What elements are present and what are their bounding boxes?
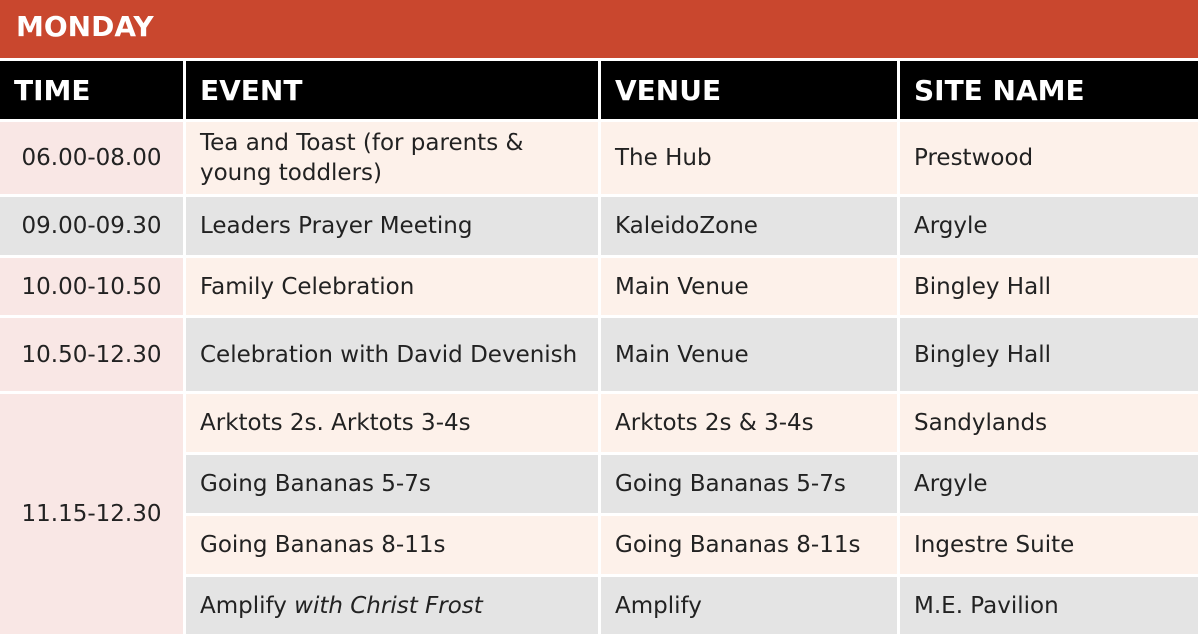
- venue-cell: Main Venue: [601, 318, 897, 391]
- time-cell: 09.00-09.30: [0, 197, 183, 255]
- schedule-row: 10.50-12.30 Celebration with David Deveni…: [0, 318, 1198, 391]
- event-cell: Leaders Prayer Meeting: [186, 197, 598, 255]
- event-text: Going Bananas 5-7s: [200, 471, 431, 497]
- event-cell: Tea and Toast (for parents & young toddl…: [186, 122, 598, 194]
- event-text: Going Bananas 8-11s: [200, 532, 446, 558]
- event-text: Tea and Toast (for parents & young toddl…: [200, 130, 524, 186]
- schedule-row: 10.00-10.50 Family Celebration Main Venue B…: [0, 258, 1198, 315]
- day-title: MONDAY: [0, 0, 1198, 58]
- site-cell: M.E. Pavilion: [900, 577, 1198, 634]
- site-cell: Argyle: [900, 455, 1198, 513]
- header-row: TIME EVENT VENUE SITE NAME: [0, 61, 1198, 119]
- column-header: TIME: [0, 61, 183, 119]
- event-text: Celebration with David Devenish: [200, 341, 578, 368]
- event-cell: Arktots 2s. Arktots 3-4s: [186, 394, 598, 452]
- table-body: 06.00-08.00 Tea and Toast (for parents & …: [0, 122, 1198, 634]
- site-cell: Prestwood: [900, 122, 1198, 194]
- event-cell: Going Bananas 8-11s: [186, 516, 598, 574]
- column-header: VENUE: [601, 61, 897, 119]
- venue-cell: Main Venue: [601, 258, 897, 315]
- event-cell: Going Bananas 5-7s: [186, 455, 598, 513]
- schedule-row: Going Bananas 5-7s Going Bananas 5-7s Argy…: [0, 455, 1198, 513]
- site-cell: Sandylands: [900, 394, 1198, 452]
- time-cell: 10.50-12.30: [0, 318, 183, 391]
- schedule-table: TIME EVENT VENUE SITE NAME 06.00-08.00 Tea a…: [0, 58, 1201, 637]
- time-cell: 11.15-12.30: [0, 394, 183, 634]
- event-text: Leaders Prayer Meeting: [200, 213, 473, 239]
- venue-cell: KaleidoZone: [601, 197, 897, 255]
- event-cell: Family Celebration: [186, 258, 598, 315]
- venue-cell: Going Bananas 5-7s: [601, 455, 897, 513]
- schedule-row: 09.00-09.30 Leaders Prayer Meeting Kaleido…: [0, 197, 1198, 255]
- event-text: Amplify: [200, 592, 287, 619]
- column-header: EVENT: [186, 61, 598, 119]
- site-cell: Bingley Hall: [900, 318, 1198, 391]
- event-italic-text: with Christ Frost: [294, 592, 483, 619]
- schedule-row: 11.15-12.30 Arktots 2s. Arktots 3-4s Arkto…: [0, 394, 1198, 634]
- schedule-row: Going Bananas 8-11s Going Bananas 8-11s In…: [0, 516, 1198, 574]
- venue-cell: The Hub: [601, 122, 897, 194]
- event-cell: Amplify with Christ Frost: [186, 577, 598, 634]
- event-text: Arktots 2s. Arktots 3-4s: [200, 410, 471, 436]
- column-header: SITE NAME: [900, 61, 1198, 119]
- time-cell: 10.00-10.50: [0, 258, 183, 315]
- event-cell: Celebration with David Devenish: [186, 318, 598, 391]
- schedule-row: 06.00-08.00 Tea and Toast (for parents & …: [0, 122, 1198, 194]
- venue-cell: Amplify: [601, 577, 897, 634]
- site-cell: Argyle: [900, 197, 1198, 255]
- schedule-row: Amplify with Christ Frost Amplify M.E. Pav…: [0, 577, 1198, 634]
- time-cell: 06.00-08.00: [0, 122, 183, 194]
- venue-cell: Arktots 2s & 3-4s: [601, 394, 897, 452]
- event-text: Family Celebration: [200, 273, 415, 300]
- site-cell: Bingley Hall: [900, 258, 1198, 315]
- venue-cell: Going Bananas 8-11s: [601, 516, 897, 574]
- site-cell: Ingestre Suite: [900, 516, 1198, 574]
